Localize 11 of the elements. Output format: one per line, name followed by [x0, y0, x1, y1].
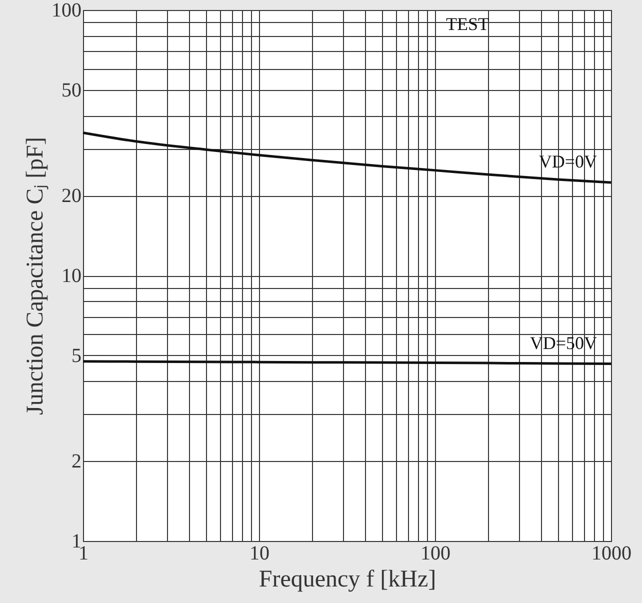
x-tick-label: 10 — [250, 542, 270, 564]
y-tick-label: 10 — [62, 265, 82, 287]
y-tick-label: 2 — [72, 450, 82, 473]
x-axis-title: Frequency f [kHz] — [258, 566, 436, 592]
y-tick-label: 5 — [72, 344, 82, 367]
x-tick-label: 100 — [420, 542, 450, 564]
y-tick-label: 50 — [62, 79, 82, 102]
y-tick-label: 100 — [52, 0, 82, 22]
x-tick-label: 1000 — [592, 542, 632, 564]
y-axis-title: Junction Capacitance Cⱼ [pF] — [22, 137, 48, 415]
y-tick-label: 20 — [62, 185, 82, 208]
